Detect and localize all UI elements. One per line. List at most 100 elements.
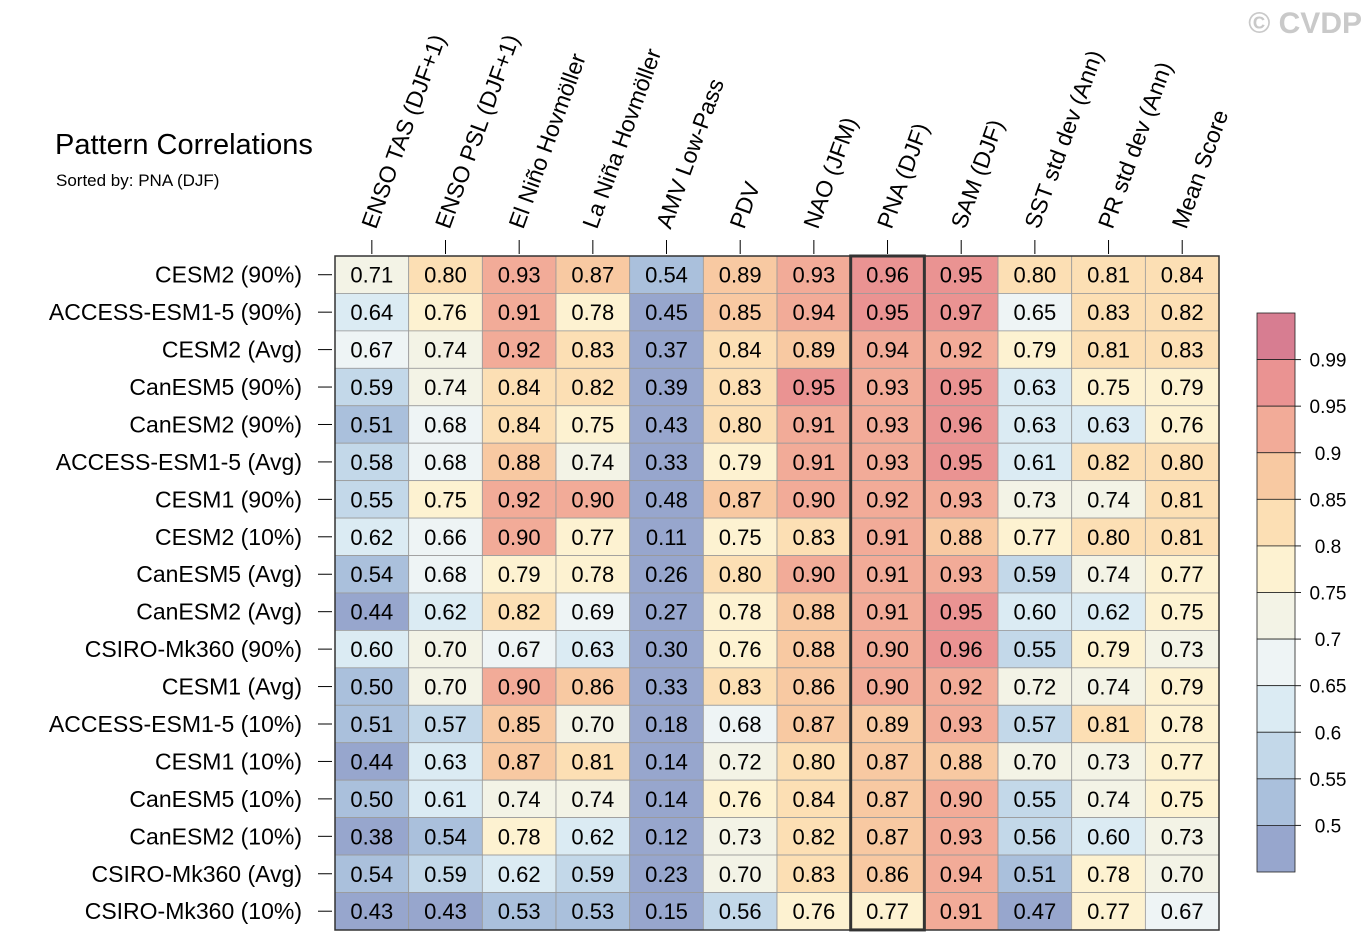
cell-value-label: 0.93 <box>866 375 909 400</box>
cell-value-label: 0.85 <box>498 712 541 737</box>
cell-value-label: 0.83 <box>719 375 762 400</box>
cell-value-label: 0.77 <box>866 899 909 924</box>
heatmap-cell <box>1071 555 1146 594</box>
cell-value-label: 0.30 <box>645 637 688 662</box>
heatmap-cell <box>702 854 778 893</box>
cell-value-label: 0.94 <box>866 338 909 363</box>
heatmap-cell <box>408 779 483 818</box>
cell-value-label: 0.68 <box>719 712 762 737</box>
row-label: CESM2 (Avg) <box>162 337 302 363</box>
cell-value-label: 0.63 <box>1087 412 1130 437</box>
heatmap-cell <box>481 779 557 818</box>
row-label: CanESM5 (90%) <box>129 374 302 400</box>
heatmap-cell <box>481 630 557 669</box>
heatmap-cell <box>481 742 557 781</box>
heatmap-cell <box>1071 817 1146 856</box>
cell-value-label: 0.95 <box>792 375 835 400</box>
colorbar-segment <box>1256 452 1296 500</box>
cell-value-label: 0.78 <box>719 600 762 625</box>
row-label: CSIRO-Mk360 (Avg) <box>92 861 302 887</box>
heatmap-cell <box>1071 517 1146 556</box>
row-label: CanESM5 (Avg) <box>136 561 302 587</box>
heatmap-cell <box>334 293 410 332</box>
heatmap-cell <box>408 442 483 482</box>
cell-value-label: 0.63 <box>1013 375 1056 400</box>
heatmap-cell-values: 0.71 0.80 0.93 0.87 0.54 0.89 0.93 0.96 0.95 0.80… <box>350 263 1203 924</box>
colorbar-tick-label: 0.99 <box>1310 351 1347 372</box>
heatmap-cell <box>1071 742 1146 781</box>
cell-value-label: 0.93 <box>940 712 983 737</box>
cell-value-label: 0.75 <box>571 412 614 437</box>
heatmap-cell <box>923 704 999 744</box>
heatmap-cell <box>997 293 1073 332</box>
heatmap-cell <box>923 367 999 407</box>
cell-value-label: 0.91 <box>866 525 909 550</box>
cell-value-label: 0.72 <box>1013 675 1056 700</box>
heatmap-cell <box>629 367 704 407</box>
chart-title: Pattern Correlations <box>55 129 313 161</box>
cell-value-label: 0.51 <box>1013 862 1056 887</box>
cell-value-label: 0.79 <box>1161 375 1204 400</box>
heatmap-cell <box>923 330 999 369</box>
cell-value-label: 0.76 <box>424 300 467 325</box>
cell-value-label: 0.81 <box>1087 338 1130 363</box>
heatmap-cell <box>629 892 704 931</box>
heatmap-cell <box>1071 405 1146 444</box>
cell-value-label: 0.76 <box>719 787 762 812</box>
cell-value-label: 0.60 <box>350 637 393 662</box>
heatmap-cell <box>923 779 999 818</box>
cell-value-label: 0.70 <box>424 675 467 700</box>
heatmap-cell <box>776 854 852 893</box>
cell-value-label: 0.80 <box>1161 450 1204 475</box>
cell-value-label: 0.66 <box>424 525 467 550</box>
heatmap-cell <box>923 854 999 893</box>
heatmap-cell <box>850 405 925 444</box>
column-label: La Niña Hovmöller <box>577 45 666 232</box>
cell-value-label: 0.53 <box>571 899 614 924</box>
heatmap-cell <box>997 517 1073 556</box>
cell-value-label: 0.80 <box>719 562 762 587</box>
heatmap-cell <box>629 630 704 669</box>
heatmap-cell <box>923 293 999 332</box>
cell-value-label: 0.96 <box>940 412 983 437</box>
heatmap-cell <box>408 742 483 781</box>
heatmap-cell <box>776 517 852 556</box>
cell-value-label: 0.89 <box>866 712 909 737</box>
column-label: ENSO PSL (DJF+1) <box>430 31 524 232</box>
cell-value-label: 0.61 <box>424 787 467 812</box>
heatmap-cell <box>629 704 704 744</box>
heatmap-cell <box>408 892 483 931</box>
highlight-column-box <box>849 254 926 932</box>
watermark: © CVDP <box>1248 7 1362 40</box>
heatmap-cell <box>1144 255 1220 294</box>
cell-value-label: 0.88 <box>940 749 983 774</box>
heatmap-cell <box>481 817 557 856</box>
colorbar-tick-label: 0.65 <box>1310 677 1347 698</box>
heatmap-cell <box>408 330 483 369</box>
colorbar-tick-label: 0.95 <box>1310 397 1347 418</box>
cell-value-label: 0.76 <box>1161 412 1204 437</box>
cell-value-label: 0.48 <box>645 487 688 512</box>
cell-value-label: 0.81 <box>1161 487 1204 512</box>
heatmap-cell <box>555 742 631 781</box>
cell-value-label: 0.81 <box>1087 263 1130 288</box>
heatmap-cell <box>1144 480 1220 519</box>
heatmap-cell <box>702 367 778 407</box>
heatmap-cell <box>850 293 925 332</box>
cell-value-label: 0.93 <box>940 562 983 587</box>
cell-value-label: 0.67 <box>350 338 393 363</box>
cell-value-label: 0.51 <box>350 412 393 437</box>
colorbar-tick-label: 0.7 <box>1315 630 1341 651</box>
column-labels: ENSO TAS (DJF+1)ENSO PSL (DJF+1)El Niño … <box>356 31 1233 254</box>
column-label: PNA (DJF) <box>872 120 934 232</box>
cell-value-label: 0.44 <box>350 749 393 774</box>
heatmap-cell <box>997 630 1073 669</box>
heatmap-cell <box>408 517 483 556</box>
cell-value-label: 0.83 <box>571 338 614 363</box>
cell-value-label: 0.71 <box>350 263 393 288</box>
heatmap-cell <box>1071 367 1146 407</box>
row-label: CanESM2 (90%) <box>129 411 302 437</box>
column-label: SST std dev (Ann) <box>1019 47 1108 232</box>
heatmap-cell <box>702 255 778 294</box>
cell-value-label: 0.14 <box>645 787 688 812</box>
